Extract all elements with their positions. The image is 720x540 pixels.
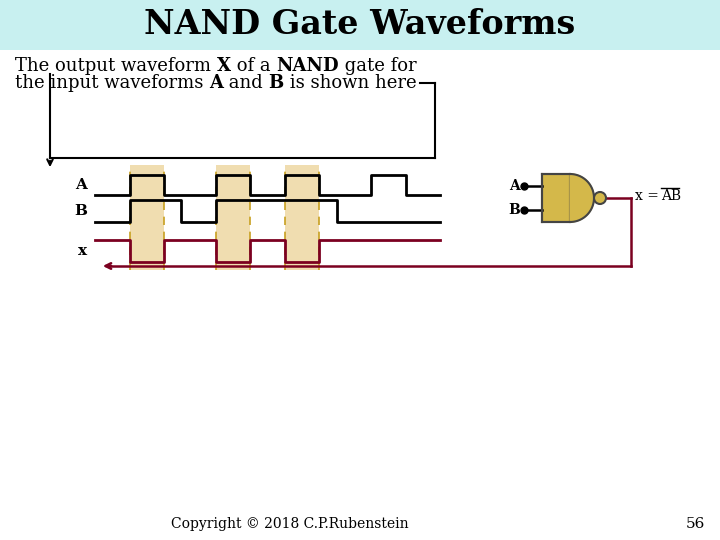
- Text: of a: of a: [231, 57, 276, 75]
- Text: gate for: gate for: [339, 57, 416, 75]
- Text: x: x: [78, 244, 87, 258]
- Bar: [542, 174, 570, 222]
- Text: A: A: [509, 179, 520, 193]
- Bar: [216, 165, 251, 270]
- Text: x =: x =: [635, 189, 663, 203]
- Bar: [0, 0, 720, 50]
- Text: the input waveforms: the input waveforms: [15, 74, 209, 92]
- Text: The output waveform: The output waveform: [15, 57, 217, 75]
- Text: X: X: [217, 57, 231, 75]
- Text: B: B: [508, 203, 520, 217]
- Text: A: A: [209, 74, 223, 92]
- Text: NAND: NAND: [276, 57, 339, 75]
- Bar: [130, 165, 164, 270]
- Text: NAND Gate Waveforms: NAND Gate Waveforms: [145, 9, 575, 42]
- Text: is shown here: is shown here: [284, 74, 416, 92]
- Circle shape: [594, 192, 606, 204]
- Text: 56: 56: [685, 517, 705, 531]
- Text: A: A: [75, 178, 87, 192]
- Text: B: B: [269, 74, 284, 92]
- Text: AB: AB: [661, 189, 681, 203]
- Text: B: B: [74, 204, 87, 218]
- Text: Copyright © 2018 C.P.Rubenstein: Copyright © 2018 C.P.Rubenstein: [171, 517, 409, 531]
- Bar: [284, 165, 319, 270]
- Polygon shape: [570, 174, 594, 222]
- Text: and: and: [223, 74, 269, 92]
